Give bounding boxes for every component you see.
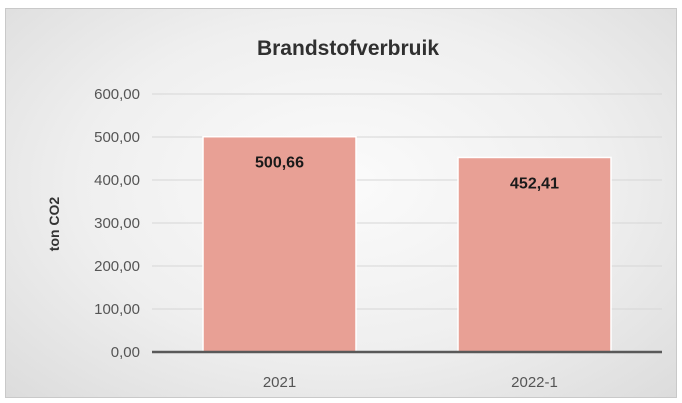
chart-title: Brandstofverbruik	[257, 37, 439, 60]
y-tick-label: 0,00	[111, 344, 140, 361]
y-tick-label: 600,00	[94, 86, 140, 103]
y-axis-label: ton CO2	[46, 197, 62, 252]
y-tick-label: 500,00	[94, 129, 140, 146]
y-tick-label: 300,00	[94, 215, 140, 232]
y-tick-label: 100,00	[94, 301, 140, 318]
bar	[202, 135, 357, 353]
data-label: 452,41	[510, 175, 559, 192]
y-tick-label: 400,00	[94, 172, 140, 189]
data-label: 500,66	[255, 155, 304, 172]
x-tick-label: 2021	[263, 374, 296, 391]
y-tick-label: 200,00	[94, 258, 140, 275]
x-tick-label: 2022-1	[511, 374, 558, 391]
bar	[457, 156, 612, 353]
